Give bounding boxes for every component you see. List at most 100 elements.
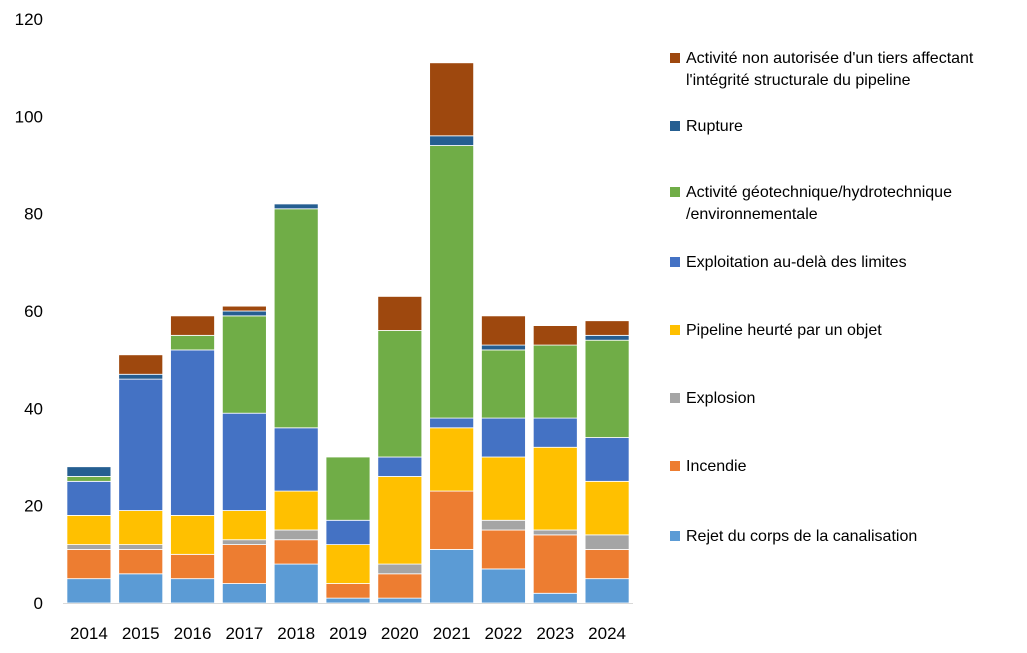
bar-segment xyxy=(118,544,164,550)
bar-segment xyxy=(584,534,630,550)
bar-segment xyxy=(377,573,423,599)
bar-segment xyxy=(429,549,475,604)
bar-segment xyxy=(532,344,578,419)
y-tick-label: 80 xyxy=(24,205,43,224)
legend-swatch xyxy=(670,325,680,335)
y-tick-label: 20 xyxy=(24,497,43,516)
bar-segment xyxy=(221,510,267,541)
bar-segment xyxy=(532,446,578,531)
bar-segment xyxy=(221,544,267,584)
bar-segment xyxy=(325,456,371,521)
bar-segment xyxy=(170,334,215,351)
legend-swatch xyxy=(670,53,680,63)
bar-segment xyxy=(170,315,215,336)
bar-segment xyxy=(481,568,526,604)
bar-segment xyxy=(532,325,578,346)
bar-segment xyxy=(377,295,423,331)
bar-segment xyxy=(325,544,371,584)
legend-item: Rejet du corps de la canalisation xyxy=(670,526,1022,548)
bar-segment xyxy=(170,578,215,604)
y-tick-label: 40 xyxy=(24,399,43,418)
legend-label: Exploitation au-delà des limites xyxy=(686,254,907,271)
bar-segment xyxy=(118,510,164,545)
bar-segment xyxy=(584,339,630,438)
bar-segment xyxy=(170,349,215,516)
legend-swatch xyxy=(670,531,680,541)
bar-segment xyxy=(584,437,630,482)
y-tick-label: 60 xyxy=(24,302,43,321)
bar-segment xyxy=(481,417,526,458)
bar-segment xyxy=(66,515,112,546)
bar-segment xyxy=(429,417,475,429)
legend-item: Exploitation au-delà des limites xyxy=(670,252,1022,274)
bar-segment xyxy=(273,529,319,541)
x-tick-label: 2015 xyxy=(122,624,160,643)
bar-segment xyxy=(170,515,215,555)
bar-segment xyxy=(221,539,267,546)
x-tick-label: 2018 xyxy=(277,624,315,643)
legend-swatch xyxy=(670,257,680,267)
y-tick-label: 100 xyxy=(15,107,43,126)
legend-label: Activité géotechnique/hydrotechnique /en… xyxy=(686,184,952,223)
bar-segment xyxy=(377,563,423,575)
legend-swatch xyxy=(670,461,680,471)
bar-segment xyxy=(325,583,371,599)
bar-segment xyxy=(481,529,526,570)
bar-segment xyxy=(273,427,319,492)
bar-segment xyxy=(66,476,112,482)
bar-segment xyxy=(481,315,526,346)
bar-segment xyxy=(325,597,371,604)
x-tick-label: 2022 xyxy=(485,624,523,643)
legend-label: Pipeline heurté par un objet xyxy=(686,322,882,339)
bar-segment xyxy=(377,330,423,458)
bar-segment xyxy=(66,549,112,580)
bar-segment xyxy=(481,349,526,419)
bar-segment xyxy=(170,553,215,580)
x-tick-label: 2019 xyxy=(329,624,367,643)
bar-segment xyxy=(429,145,475,419)
bar-segment xyxy=(584,578,630,604)
bar-segment xyxy=(66,578,112,604)
bar-segment xyxy=(118,373,164,380)
bar-segment xyxy=(221,310,267,317)
bar-segment xyxy=(273,490,319,531)
bar-segment xyxy=(481,344,526,351)
bar-segment xyxy=(118,378,164,511)
bar-segment xyxy=(532,529,578,536)
bar-segment xyxy=(221,412,267,511)
x-tick-label: 2017 xyxy=(225,624,263,643)
bar-segment xyxy=(66,466,112,477)
x-tick-label: 2020 xyxy=(381,624,419,643)
x-tick-label: 2016 xyxy=(174,624,212,643)
bar-segment xyxy=(118,354,164,375)
x-tick-label: 2023 xyxy=(536,624,574,643)
bar-segment xyxy=(377,476,423,565)
legend-item: Pipeline heurté par un objet xyxy=(670,320,1022,342)
legend-label: Rejet du corps de la canalisation xyxy=(686,528,918,545)
bar-segment xyxy=(118,573,164,604)
bar-segment xyxy=(429,135,475,146)
bar-segment xyxy=(532,417,578,448)
bar-segment xyxy=(429,490,475,550)
bar-segment xyxy=(273,563,319,604)
bar-segment xyxy=(273,539,319,565)
bar-segment xyxy=(118,549,164,575)
bar-segment xyxy=(221,305,267,312)
bar-segment xyxy=(325,519,371,545)
y-tick-label: 120 xyxy=(15,10,43,29)
legend-label: Activité non autorisée d'un tiers affect… xyxy=(686,50,974,89)
bar-segment xyxy=(481,519,526,531)
legend-swatch xyxy=(670,393,680,403)
x-tick-label: 2021 xyxy=(433,624,471,643)
bar-segment xyxy=(273,203,319,210)
bar-segment xyxy=(221,583,267,604)
bar-segment xyxy=(429,427,475,492)
bar-segment xyxy=(429,62,475,137)
bar-segment xyxy=(221,315,267,414)
bar-segment xyxy=(532,592,578,604)
legend-swatch xyxy=(670,187,680,197)
bar-segment xyxy=(584,320,630,336)
legend-label: Rupture xyxy=(686,118,743,135)
